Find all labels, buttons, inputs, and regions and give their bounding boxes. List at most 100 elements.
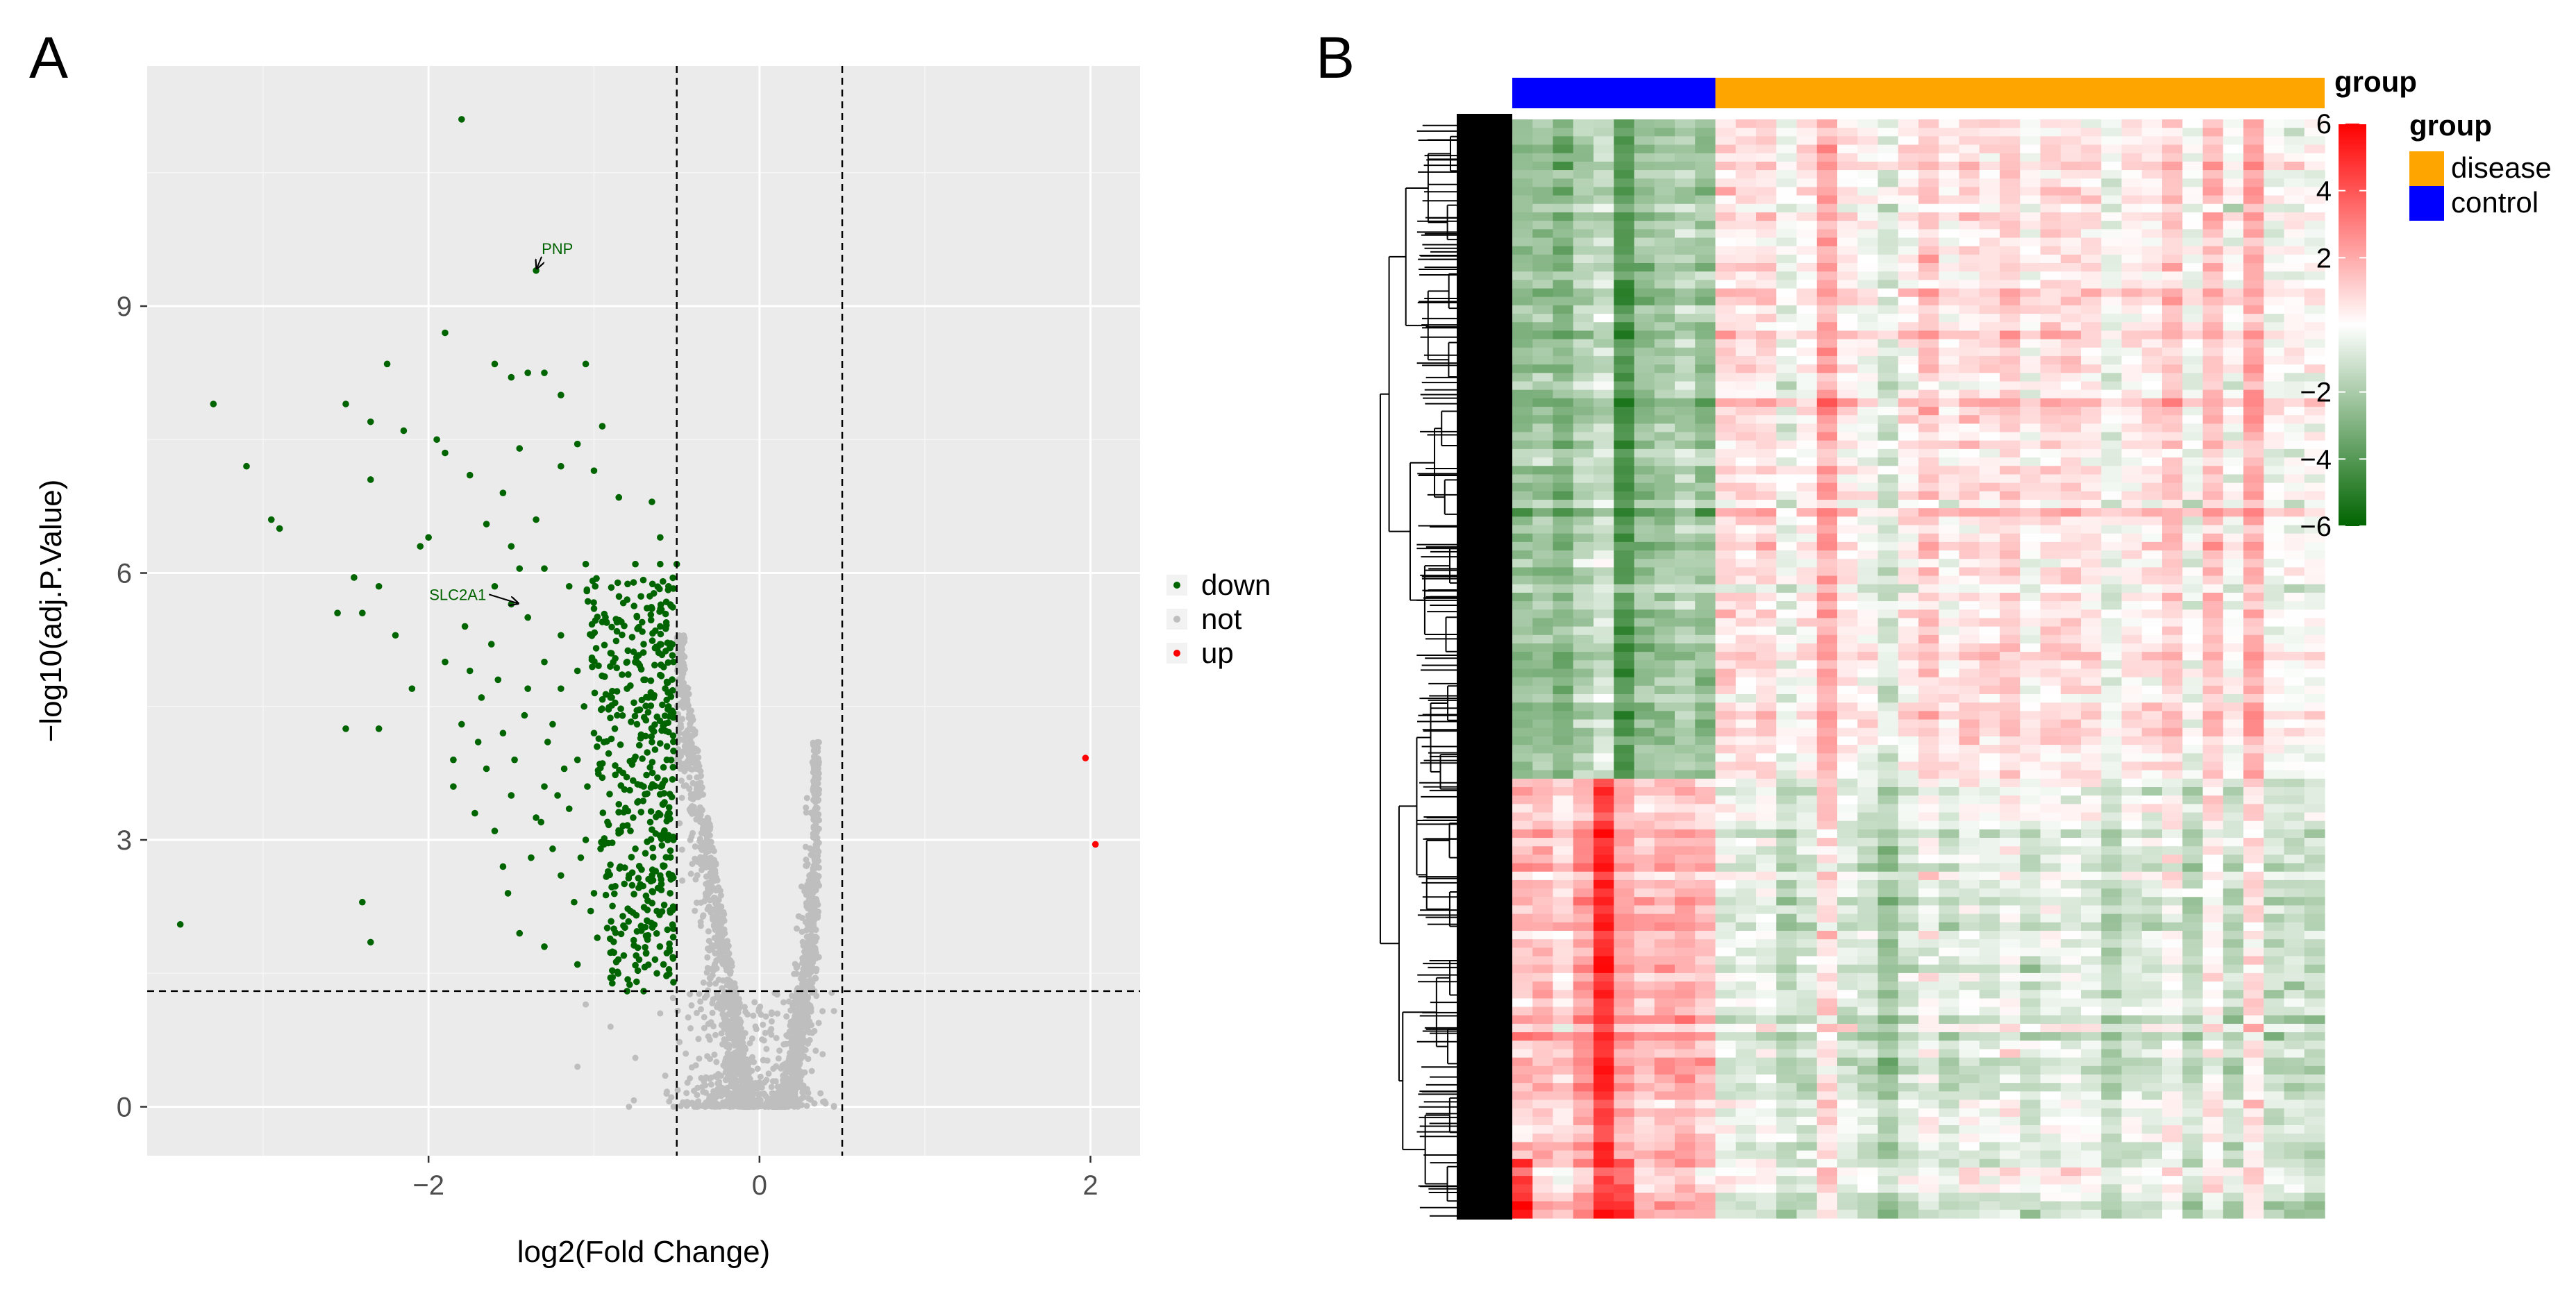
heatmap-cell [1857, 187, 1879, 196]
heatmap-cell [1594, 347, 1614, 357]
not-point [692, 907, 699, 914]
heatmap-cell [1594, 246, 1614, 255]
heatmap-cell [2162, 161, 2183, 171]
heatmap-cell [1857, 271, 1879, 280]
heatmap-cell [1959, 448, 1980, 458]
panel-label-a: A [29, 25, 68, 90]
heatmap-cell [1553, 119, 1574, 128]
heatmap-cell [1756, 170, 1777, 179]
heatmap-cell [1675, 415, 1696, 424]
heatmap-cell [1532, 415, 1554, 424]
down-point [662, 685, 669, 692]
heatmap-cell [1553, 381, 1574, 391]
down-point [604, 818, 611, 826]
heatmap-cell [1816, 153, 1838, 162]
heatmap-cell [1614, 448, 1635, 458]
down-point [639, 576, 647, 584]
heatmap-cell [1877, 136, 1899, 146]
down-point [417, 543, 424, 550]
heatmap-cell [2202, 229, 2224, 239]
heatmap-cell [1796, 212, 1818, 221]
down-point [647, 677, 655, 684]
down-point [375, 582, 383, 590]
heatmap-cell [1756, 322, 1777, 332]
heatmap-cell [1776, 339, 1798, 348]
heatmap-cell [1634, 178, 1655, 188]
heatmap-cell [1756, 364, 1777, 373]
heatmap-cell [1695, 195, 1716, 205]
heatmap-cell [2202, 161, 2224, 171]
heatmap-cell [2284, 305, 2305, 314]
down-point [649, 498, 655, 505]
heatmap-cell [1898, 288, 1919, 298]
heatmap-cell [1553, 440, 1574, 450]
heatmap-cell [1735, 305, 1757, 314]
not-point [821, 1098, 828, 1105]
heatmap-cell [2141, 305, 2163, 314]
not-point [696, 1055, 703, 1062]
heatmap-cell [2141, 440, 2163, 450]
heatmap-cell [1654, 347, 1675, 357]
down-point [669, 732, 677, 739]
heatmap-cell [2081, 254, 2102, 264]
heatmap-cell [1532, 457, 1554, 466]
heatmap-cell [1735, 347, 1757, 357]
heatmap-cell [1675, 161, 1696, 171]
heatmap-cell [1573, 246, 1594, 255]
heatmap-cell [1898, 136, 1919, 146]
heatmap-cell [2141, 229, 2163, 239]
heatmap-cell [2121, 288, 2143, 298]
down-point [442, 329, 449, 337]
down-point [611, 890, 618, 897]
heatmap-cell [1898, 407, 1919, 416]
not-point [794, 925, 800, 932]
heatmap-cell [2264, 440, 2285, 450]
not-point [791, 1068, 798, 1074]
heatmap-cell [2243, 229, 2264, 239]
heatmap-cell [1979, 203, 2000, 213]
heatmap-cell [1898, 128, 1919, 137]
not-point [788, 1061, 795, 1068]
heatmap-cell [1877, 432, 1899, 441]
heatmap-cell [2040, 144, 2061, 154]
heatmap-cell [1959, 187, 1980, 196]
y-axis-label: −log10(adj.P.Value) [34, 480, 68, 743]
down-point [615, 800, 623, 808]
heatmap-cell [1614, 373, 1635, 382]
heatmap-cell [1634, 119, 1655, 128]
not-point [804, 861, 811, 868]
heatmap-cell [1776, 457, 1798, 466]
heatmap-cell [2040, 448, 2061, 458]
heatmap-cell [1776, 347, 1798, 357]
heatmap-cell [1594, 415, 1614, 424]
heatmap-cell [2264, 254, 2285, 264]
heatmap-cell [1634, 195, 1655, 205]
heatmap-cell [1756, 330, 1777, 340]
down-point [645, 694, 652, 701]
heatmap-cell [1695, 398, 1716, 407]
heatmap-cell [1614, 271, 1635, 280]
not-point [685, 1014, 692, 1021]
down-point [450, 756, 457, 764]
heatmap-cell [2141, 415, 2163, 424]
not-point [717, 904, 724, 911]
heatmap-cell [2141, 389, 2163, 399]
heatmap-cell [1816, 271, 1838, 280]
not-point [696, 991, 703, 997]
heatmap-cell [1675, 432, 1696, 441]
heatmap-cell [1532, 440, 1554, 450]
heatmap-cell [2141, 330, 2163, 340]
heatmap-cell [1796, 128, 1818, 137]
heatmap-cell [2264, 161, 2285, 171]
heatmap-cell [1512, 339, 1533, 348]
heatmap-cell [2101, 389, 2123, 399]
heatmap-cell [2000, 280, 2021, 289]
down-point [334, 609, 341, 617]
down-point [660, 902, 668, 909]
heatmap-cell [2284, 322, 2305, 332]
not-point [811, 744, 818, 751]
heatmap-cell [2223, 288, 2244, 298]
down-point [612, 883, 619, 890]
heatmap-cell [2223, 178, 2244, 188]
down-point [342, 401, 349, 407]
